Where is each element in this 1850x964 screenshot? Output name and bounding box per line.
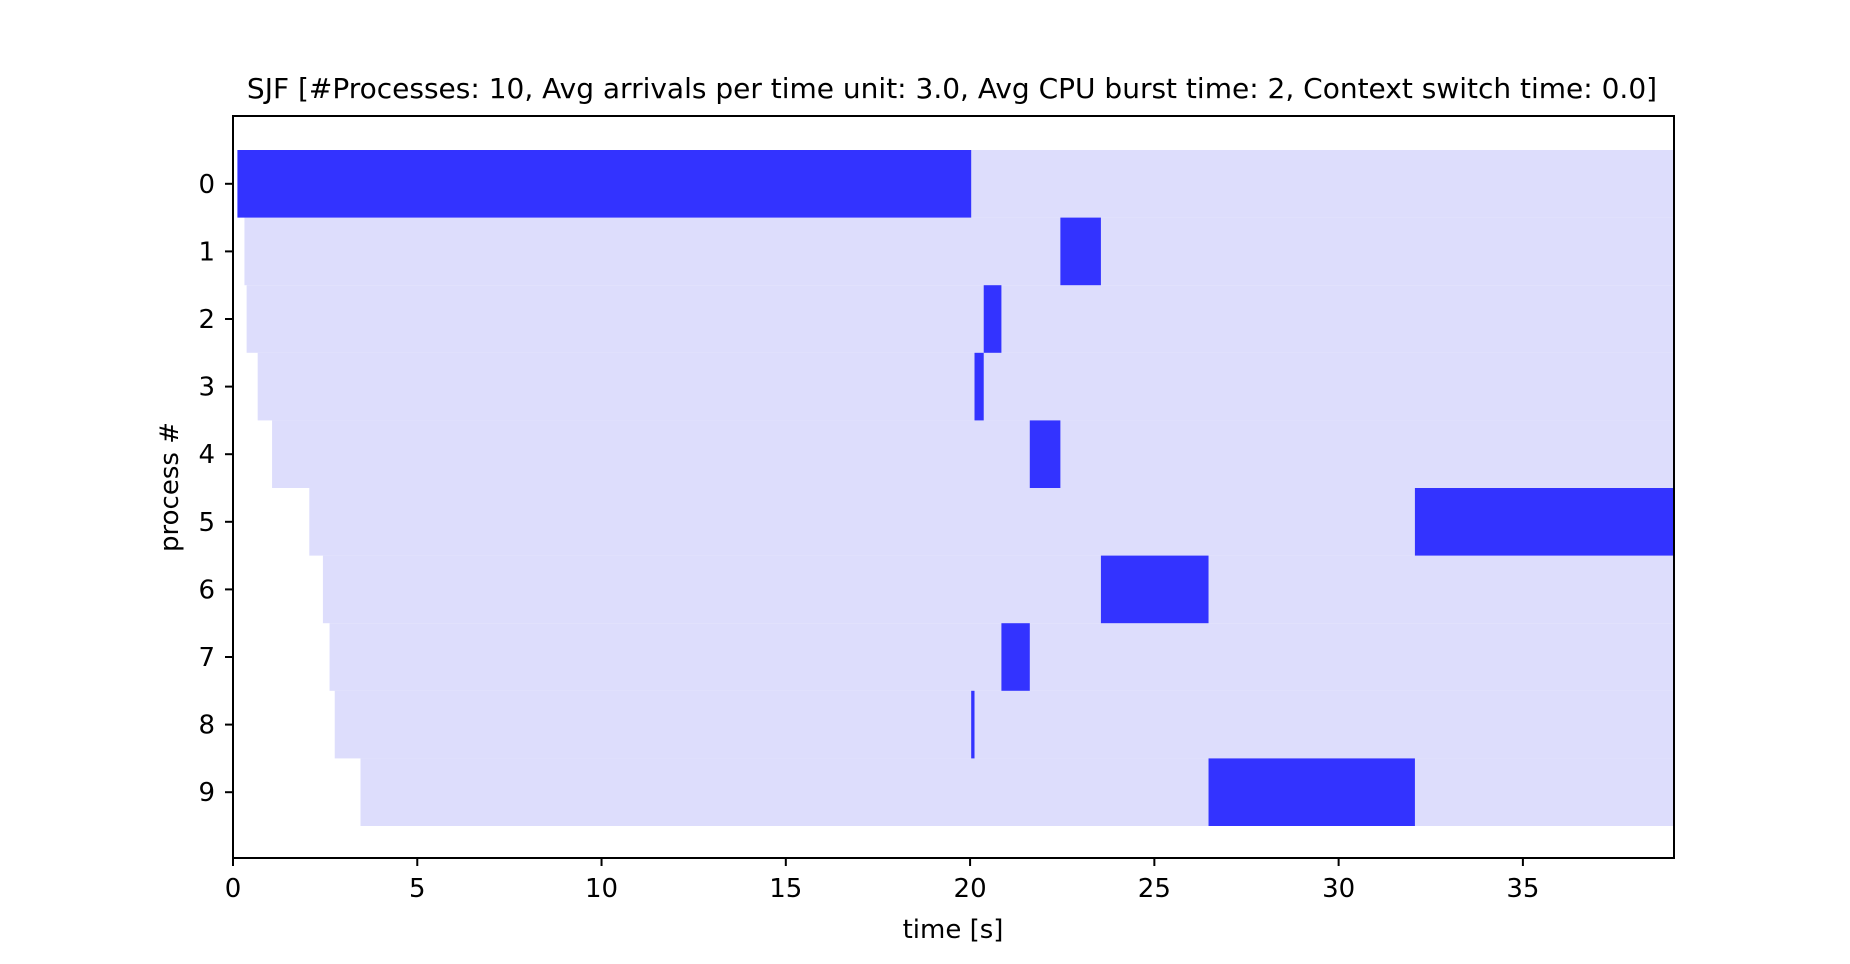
y-tick-label: 5 bbox=[198, 508, 215, 538]
waiting-bar-process-8 bbox=[334, 690, 1674, 759]
running-bar-process-6 bbox=[1100, 555, 1209, 624]
x-axis-label: time [s] bbox=[903, 915, 1004, 945]
y-tick-label: 1 bbox=[198, 237, 215, 267]
waiting-bar-process-6 bbox=[322, 555, 1674, 624]
y-tick-label: 2 bbox=[198, 305, 215, 335]
running-bar-process-0 bbox=[237, 150, 972, 218]
waiting-bar-process-2 bbox=[246, 285, 1674, 353]
running-bar-process-9 bbox=[1208, 758, 1415, 826]
x-tick-label: 35 bbox=[1506, 874, 1539, 904]
y-axis-label: process # bbox=[155, 422, 185, 552]
running-bar-process-3 bbox=[974, 352, 984, 421]
y-tick-label: 8 bbox=[198, 711, 215, 741]
waiting-bar-process-3 bbox=[257, 352, 1674, 421]
x-tick-label: 30 bbox=[1322, 874, 1355, 904]
x-tick-label: 0 bbox=[225, 874, 242, 904]
waiting-bar-process-9 bbox=[360, 758, 1674, 826]
x-axis: 0 5 10 15 20 25 30 35 bbox=[225, 858, 1539, 904]
y-tick-label: 9 bbox=[198, 778, 215, 808]
plot-frame bbox=[232, 115, 1675, 859]
y-tick-label: 6 bbox=[198, 575, 215, 605]
x-tick-label: 15 bbox=[769, 874, 802, 904]
running-bar-process-2 bbox=[983, 285, 1002, 353]
running-bar-process-1 bbox=[1060, 217, 1101, 286]
y-tick-label: 0 bbox=[198, 170, 215, 200]
running-bar-process-7 bbox=[1001, 623, 1030, 691]
plot-area bbox=[237, 150, 1675, 826]
y-tick-label: 7 bbox=[198, 643, 215, 673]
chart-title: SJF [#Processes: 10, Avg arrivals per ti… bbox=[247, 72, 1657, 105]
waiting-bar-process-1 bbox=[244, 217, 1674, 286]
waiting-bar-process-4 bbox=[272, 420, 1675, 488]
y-axis: 0 1 2 3 4 5 6 7 8 9 bbox=[198, 170, 233, 808]
x-tick-label: 5 bbox=[409, 874, 426, 904]
y-tick-label: 4 bbox=[198, 440, 215, 470]
running-bar-process-8 bbox=[971, 690, 975, 759]
running-bar-process-4 bbox=[1029, 420, 1061, 488]
x-tick-label: 10 bbox=[585, 874, 618, 904]
x-tick-label: 25 bbox=[1138, 874, 1171, 904]
y-tick-label: 3 bbox=[198, 373, 215, 403]
running-bar-process-5 bbox=[1414, 488, 1674, 556]
x-tick-label: 20 bbox=[954, 874, 987, 904]
